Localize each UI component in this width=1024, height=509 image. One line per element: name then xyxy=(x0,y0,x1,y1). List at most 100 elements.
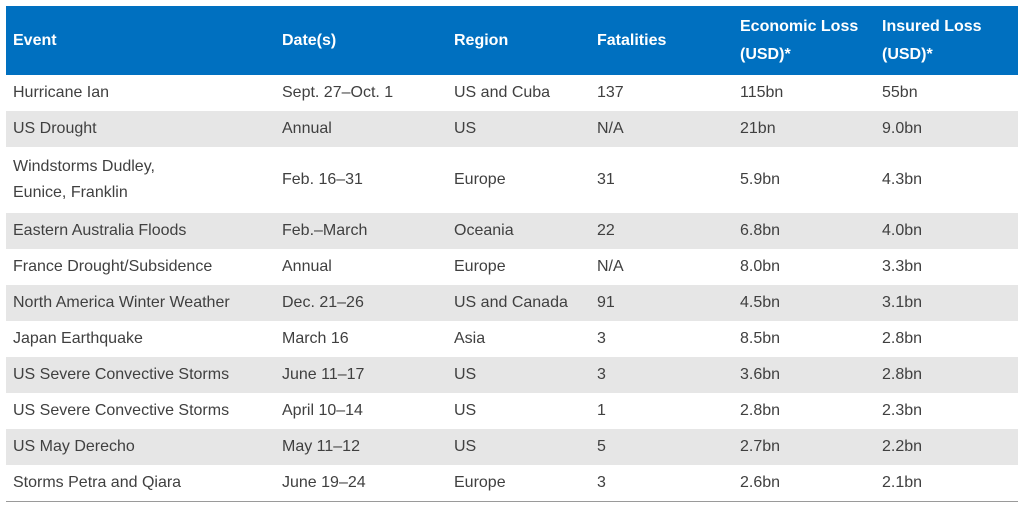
table-body: Hurricane Ian Sept. 27–Oct. 1 US and Cuba 1… xyxy=(6,75,1018,502)
fatalities-cell: 3 xyxy=(597,330,606,347)
insured-loss-cell: 4.3bn xyxy=(882,171,923,188)
dates-cell: April 10–14 xyxy=(282,402,363,419)
header-fatalities-line: Fatalities xyxy=(597,31,667,49)
dates-cell: June 11–17 xyxy=(275,357,447,393)
dates-cell: Sept. 27–Oct. 1 xyxy=(282,84,394,101)
region-cell: US xyxy=(447,357,590,393)
table-row: US Drought Annual US N/A 21bn 9.0bn xyxy=(6,111,1018,147)
fatalities-cell: 91 xyxy=(590,285,733,321)
region-cell: Europe xyxy=(454,258,506,275)
fatalities-cell: N/A xyxy=(590,111,733,147)
header-insured-loss: Insured Loss (USD)* xyxy=(875,6,1018,75)
insured-loss-cell: 2.1bn xyxy=(875,465,1018,502)
region-cell: US and Canada xyxy=(447,285,590,321)
event-cell: Japan Earthquake xyxy=(6,321,275,357)
event-name-line: US Severe Convective Storms xyxy=(13,366,230,383)
economic-loss-cell: 8.0bn xyxy=(740,258,781,275)
header-row: Event Date(s) Region Fatalities Economic Los… xyxy=(6,6,1018,75)
insured-loss-cell: 2.2bn xyxy=(875,429,1018,465)
region-cell: Asia xyxy=(454,330,486,347)
event-cell: US May Derecho xyxy=(6,429,275,465)
dates-cell: Dec. 21–26 xyxy=(275,285,447,321)
header-insured-loss-line: Insured Loss xyxy=(882,17,982,35)
event-name-line: US May Derecho xyxy=(13,438,135,455)
economic-loss-cell: 3.6bn xyxy=(733,357,875,393)
region-cell: US xyxy=(447,429,590,465)
header-economic-loss-line: (USD)* xyxy=(740,45,791,63)
table-row: US Severe Convective Storms April 10–14 US… xyxy=(6,393,1018,429)
fatalities-cell: 137 xyxy=(597,84,624,101)
insured-loss-cell: 4.0bn xyxy=(875,213,1018,249)
event-name-line: Windstorms Dudley, xyxy=(13,158,155,175)
insured-loss-cell: 2.3bn xyxy=(882,402,923,419)
insured-loss-cell: 2.8bn xyxy=(882,330,923,347)
fatalities-cell: 1 xyxy=(597,402,606,419)
table-row: North America Winter Weather Dec. 21–26 US… xyxy=(6,285,1018,321)
header-dates-line: Date(s) xyxy=(282,31,337,49)
table-row: Hurricane Ian Sept. 27–Oct. 1 US and Cuba 1… xyxy=(6,75,1018,111)
table-row: France Drought/Subsidence Annual Europe N/A… xyxy=(6,249,1018,285)
table-row: Windstorms Dudley, Eunice, Franklin Feb. 1… xyxy=(6,147,1018,213)
event-cell: Storms Petra and Qiara xyxy=(6,465,275,502)
table-row: US Severe Convective Storms June 11–17 US 3… xyxy=(6,357,1018,393)
fatalities-cell: 5 xyxy=(590,429,733,465)
header-region: Region xyxy=(447,6,590,75)
table-header: Event Date(s) Region Fatalities Economic Los… xyxy=(6,6,1018,75)
dates-cell: Feb.–March xyxy=(275,213,447,249)
event-cell: Eastern Australia Floods xyxy=(6,213,275,249)
dates-cell: Annual xyxy=(282,258,332,275)
catastrophe-loss-table: Event Date(s) Region Fatalities Economic Los… xyxy=(6,6,1018,502)
economic-loss-cell: 6.8bn xyxy=(733,213,875,249)
table-row: Eastern Australia Floods Feb.–March Oceani… xyxy=(6,213,1018,249)
fatalities-cell: 3 xyxy=(590,357,733,393)
table-row: Japan Earthquake March 16 Asia 3 8.5bn 2.8bn xyxy=(6,321,1018,357)
header-economic-loss-line: Economic Loss xyxy=(740,17,859,35)
fatalities-cell: N/A xyxy=(597,258,624,275)
insured-loss-cell: 3.1bn xyxy=(875,285,1018,321)
event-name-line: Japan Earthquake xyxy=(13,330,143,347)
header-dates: Date(s) xyxy=(275,6,447,75)
region-cell: US xyxy=(454,402,477,419)
economic-loss-cell: 2.7bn xyxy=(733,429,875,465)
insured-loss-cell: 55bn xyxy=(882,84,918,101)
economic-loss-cell: 2.6bn xyxy=(733,465,875,502)
region-cell: Europe xyxy=(447,465,590,502)
table-row: US May Derecho May 11–12 US 5 2.7bn 2.2bn xyxy=(6,429,1018,465)
table-container: Event Date(s) Region Fatalities Economic Los… xyxy=(6,6,1018,502)
dates-cell: March 16 xyxy=(282,330,349,347)
insured-loss-cell: 9.0bn xyxy=(875,111,1018,147)
event-name-line: Eastern Australia Floods xyxy=(13,222,187,239)
economic-loss-cell: 4.5bn xyxy=(733,285,875,321)
event-name-line: US Severe Convective Storms xyxy=(13,402,230,419)
economic-loss-cell: 21bn xyxy=(733,111,875,147)
dates-cell: June 19–24 xyxy=(275,465,447,502)
fatalities-cell: 31 xyxy=(597,171,615,188)
region-cell: Oceania xyxy=(447,213,590,249)
header-event-line: Event xyxy=(13,31,57,49)
event-cell: US Severe Convective Storms xyxy=(6,357,275,393)
event-name-line: Storms Petra and Qiara xyxy=(13,473,182,491)
event-name-line: Eunice, Franklin xyxy=(13,184,128,201)
event-name-line: Hurricane Ian xyxy=(13,84,110,101)
event-cell: Windstorms Dudley, Eunice, Franklin xyxy=(6,147,275,213)
header-economic-loss: Economic Loss (USD)* xyxy=(733,6,875,75)
event-cell: Hurricane Ian xyxy=(6,75,275,111)
dates-cell: Feb. 16–31 xyxy=(282,171,363,188)
dates-cell: May 11–12 xyxy=(275,429,447,465)
economic-loss-cell: 2.8bn xyxy=(740,402,781,419)
header-insured-loss-line: (USD)* xyxy=(882,45,933,63)
region-cell: US xyxy=(447,111,590,147)
region-cell: Europe xyxy=(454,171,506,188)
region-cell: US and Cuba xyxy=(454,84,551,101)
event-cell: North America Winter Weather xyxy=(6,285,275,321)
event-name-line: US Drought xyxy=(13,120,97,137)
event-cell: France Drought/Subsidence xyxy=(6,249,275,285)
economic-loss-cell: 115bn xyxy=(740,84,784,101)
fatalities-cell: 22 xyxy=(590,213,733,249)
header-region-line: Region xyxy=(454,31,509,49)
insured-loss-cell: 3.3bn xyxy=(882,258,923,275)
insured-loss-cell: 2.8bn xyxy=(875,357,1018,393)
event-name-line: North America Winter Weather xyxy=(13,294,230,311)
economic-loss-cell: 8.5bn xyxy=(740,330,781,347)
header-event: Event xyxy=(6,6,275,75)
